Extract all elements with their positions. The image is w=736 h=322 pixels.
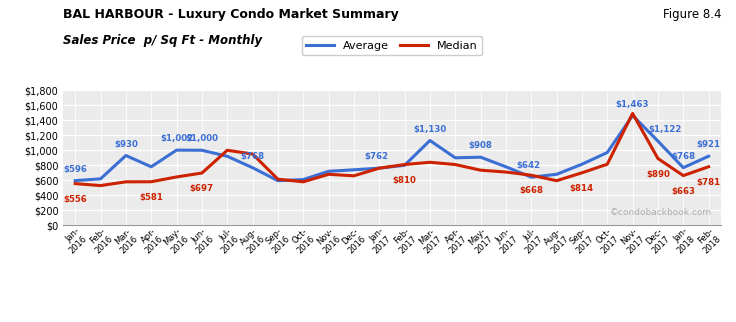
Text: $921: $921 [696,140,721,149]
Median [679,174,687,177]
Median [704,165,713,169]
Median [274,177,283,181]
Median [375,166,383,170]
Median [172,175,181,179]
Text: $596: $596 [63,165,87,174]
Average [501,165,510,169]
Average [704,154,713,158]
Median [578,171,587,175]
Median [527,173,536,177]
Median [501,170,510,174]
Text: $768: $768 [241,152,265,161]
Median [71,182,79,185]
Average [578,162,587,166]
Median [425,160,434,164]
Median [654,156,662,160]
Average [425,138,434,142]
Average [248,166,257,170]
Median [121,180,130,184]
Median [146,180,155,184]
Median [629,111,637,115]
Text: Sales Price  p/ Sq Ft - Monthly: Sales Price p/ Sq Ft - Monthly [63,34,262,47]
Line: Average: Average [75,116,709,181]
Average [274,179,283,183]
Average [350,168,358,172]
Text: $1,463: $1,463 [616,99,649,109]
Average [71,179,79,183]
Average [654,139,662,143]
Average [375,166,383,170]
Text: $768: $768 [671,152,696,161]
Median [603,162,612,166]
Text: $1,002: $1,002 [160,134,193,143]
Average [552,172,561,176]
Median [299,180,308,184]
Text: $1,000: $1,000 [185,134,219,143]
Median [223,148,232,152]
Average [172,148,181,152]
Average [223,154,232,158]
Text: Figure 8.4: Figure 8.4 [663,8,721,21]
Text: $663: $663 [671,187,696,196]
Median [451,163,460,166]
Text: ©condobackbook.com: ©condobackbook.com [609,208,712,217]
Text: $668: $668 [520,186,543,195]
Text: $1,130: $1,130 [414,125,447,134]
Average [121,154,130,157]
Median [248,152,257,156]
Average [451,156,460,160]
Average [527,175,536,179]
Average [603,151,612,155]
Average [299,178,308,182]
Average [324,169,333,173]
Average [476,155,485,159]
Text: $1,122: $1,122 [648,125,682,134]
Median [96,184,105,187]
Text: $890: $890 [646,170,670,179]
Text: $581: $581 [139,193,163,202]
Median [324,172,333,176]
Median [552,179,561,183]
Text: $762: $762 [364,152,389,161]
Median [400,163,409,166]
Text: $930: $930 [114,139,138,148]
Average [146,165,155,169]
Median [197,171,206,175]
Line: Median: Median [75,113,709,185]
Average [197,148,206,152]
Text: $697: $697 [190,184,214,193]
Legend: Average, Median: Average, Median [302,36,482,55]
Text: $642: $642 [517,161,540,170]
Average [679,166,687,170]
Text: $908: $908 [469,141,492,150]
Median [350,174,358,178]
Text: $556: $556 [63,195,87,204]
Text: $810: $810 [392,176,417,185]
Average [400,163,409,167]
Average [96,177,105,181]
Text: $781: $781 [696,178,721,187]
Text: $814: $814 [570,184,594,193]
Median [476,168,485,172]
Average [629,114,637,118]
Text: BAL HARBOUR - Luxury Condo Market Summary: BAL HARBOUR - Luxury Condo Market Summar… [63,8,398,21]
